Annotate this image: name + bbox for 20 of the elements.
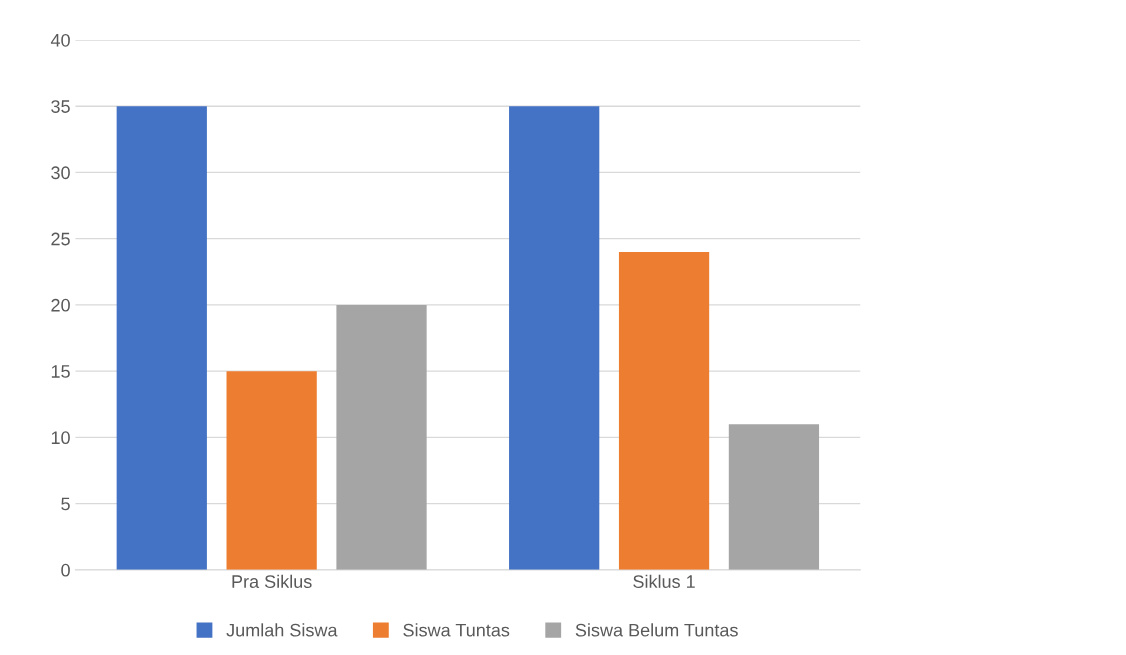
bar [509,106,600,570]
bar [618,251,710,570]
y-tick-label: 35 [51,100,70,113]
y-tick-label: 25 [51,232,70,246]
x-tick-label: Siklus 1 [633,574,695,588]
x-tick-label: Pra Siklus [232,574,312,588]
bar [226,371,317,570]
bar [116,106,207,570]
y-tick-label: 30 [51,166,70,180]
y-tick-label: 0 [61,563,70,577]
bar [336,304,427,570]
y-tick-label: 10 [51,431,70,445]
y-tick-label: 5 [61,497,70,511]
legend-label: Siswa Tuntas [403,623,510,637]
y-tick-label: 20 [51,298,70,312]
bar [728,424,820,570]
legend-label: Jumlah Siswa [226,623,338,637]
legend-label: Siswa Belum Tuntas [575,623,738,637]
y-tick-label: 15 [51,365,70,378]
y-tick-label: 40 [50,33,70,47]
